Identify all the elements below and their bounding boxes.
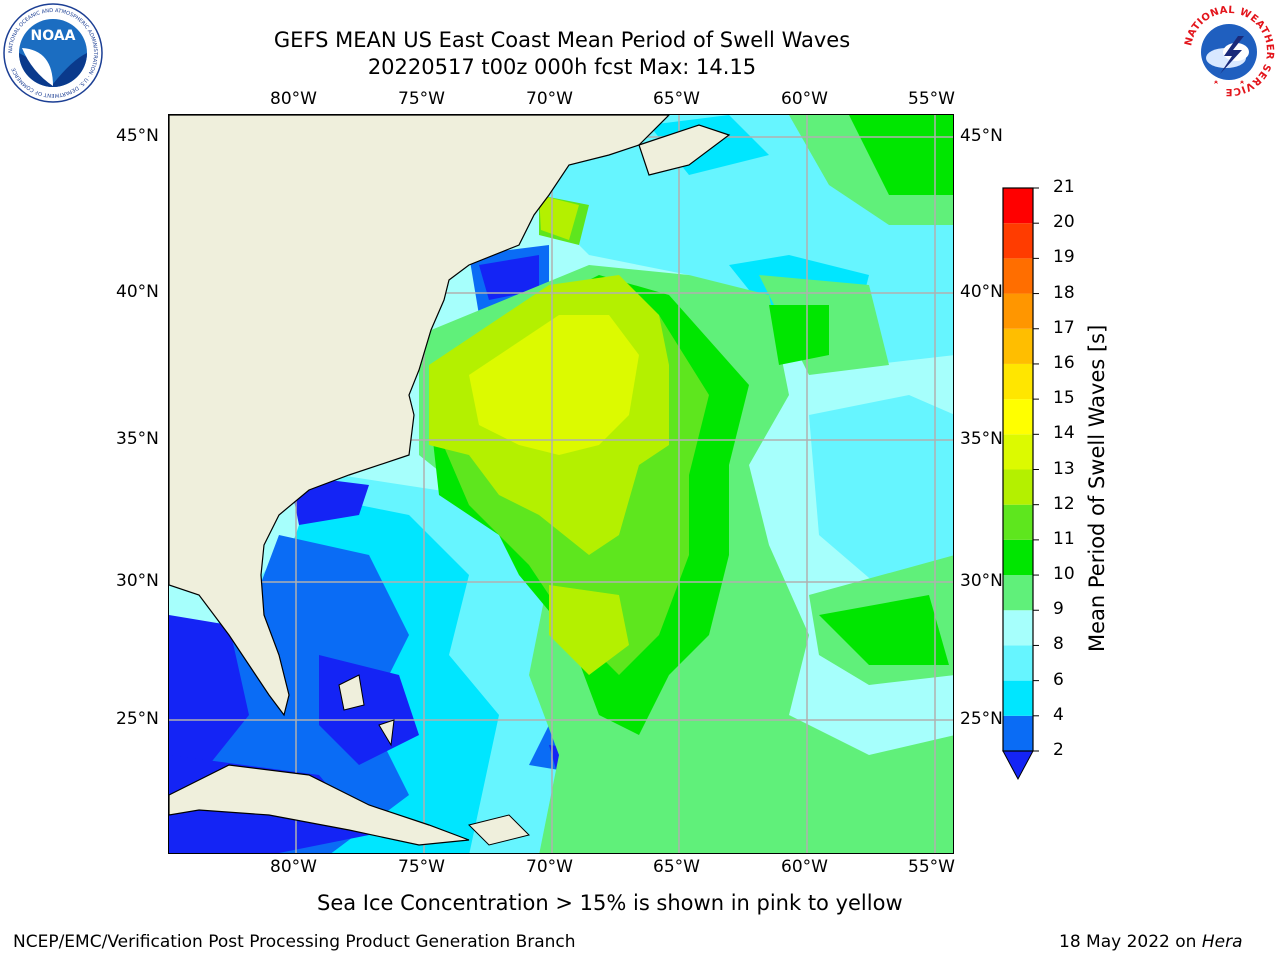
lat-label-left: 40°N — [116, 282, 159, 302]
land-nova-scotia — [638, 124, 731, 176]
colorbar-tick-label: 2 — [1053, 740, 1064, 760]
lat-label-left: 30°N — [116, 571, 159, 591]
colorbar-tick-label: 11 — [1053, 528, 1075, 549]
colorbar-band — [1003, 434, 1033, 470]
lon-label-top: 70°W — [526, 89, 573, 109]
sea-ice-caption: Sea Ice Concentration > 15% is shown in … — [317, 891, 903, 915]
colorbar-tick-label: 8 — [1053, 634, 1064, 655]
swell-band-10-11 — [769, 305, 829, 365]
chart-title: GEFS MEAN US East Coast Mean Period of S… — [273, 28, 851, 52]
lat-label-left: 45°N — [116, 126, 159, 146]
lat-label-left: 35°N — [116, 429, 159, 449]
lon-label-bottom: 60°W — [781, 857, 828, 877]
colorbar-tick-label: 14 — [1053, 423, 1075, 444]
lat-label-right: 35°N — [960, 429, 1003, 449]
lon-label-top: 80°W — [270, 89, 317, 109]
lon-label-top: 65°W — [653, 89, 700, 109]
lon-label-bottom: 70°W — [526, 857, 573, 877]
land-bahamas — [338, 674, 365, 711]
swell-band-13-14 — [469, 315, 639, 455]
colorbar-band — [1003, 293, 1033, 329]
colorbar-band — [1003, 645, 1033, 681]
nws-logo: NATIONAL WEATHER SERVICE — [1178, 0, 1280, 102]
colorbar-tick-label: 12 — [1053, 493, 1075, 514]
swell-band-12-13 — [539, 195, 579, 240]
lon-label-bottom: 80°W — [270, 857, 317, 877]
colorbar — [1002, 187, 1039, 783]
footer-host: Hera — [1201, 932, 1243, 952]
colorbar-tick-label: 18 — [1053, 282, 1075, 303]
lon-label-bottom: 55°W — [908, 857, 955, 877]
colorbar-band — [1003, 258, 1033, 294]
swell-band-under-2 — [479, 255, 539, 300]
swell-band-under-2 — [169, 615, 249, 775]
noaa-logo-text: NOAA — [31, 28, 76, 44]
colorbar-tick-label: 21 — [1053, 177, 1075, 197]
lon-label-top: 75°W — [398, 89, 445, 109]
lon-label-top: 60°W — [781, 89, 828, 109]
swell-band-12-13 — [549, 585, 629, 675]
colorbar-tick-label: 9 — [1053, 599, 1064, 620]
lon-label-bottom: 65°W — [653, 857, 700, 877]
colorbar-band — [1003, 188, 1033, 224]
footer-date: 18 May 2022 on Hera — [1059, 932, 1243, 952]
colorbar-band — [1003, 328, 1033, 364]
lat-label-left: 25°N — [116, 709, 159, 729]
lon-label-bottom: 75°W — [398, 857, 445, 877]
colorbar-tick-label: 19 — [1053, 247, 1075, 268]
colorbar-band — [1003, 223, 1033, 259]
land-north-america — [169, 115, 670, 717]
colorbar-tick-label: 15 — [1053, 388, 1075, 409]
colorbar-band — [1003, 539, 1033, 576]
colorbar-title: Mean Period of Swell Waves [s] — [1085, 324, 1109, 652]
colorbar-under-extension — [1002, 750, 1034, 781]
land-cuba — [169, 764, 470, 846]
colorbar-tick-label: 16 — [1053, 352, 1075, 373]
colorbar-band — [1003, 610, 1033, 646]
colorbar-band — [1003, 363, 1033, 400]
colorbar-tick-label: 6 — [1053, 669, 1064, 690]
chart-subtitle: 20220517 t00z 000h fcst Max: 14.15 — [367, 55, 757, 79]
colorbar-band — [1003, 399, 1033, 435]
swell-band-6-8 — [809, 395, 953, 595]
colorbar-tick-label: 17 — [1053, 317, 1075, 338]
colorbar-tick-label: 10 — [1053, 564, 1075, 585]
noaa-logo: NATIONAL OCEANIC AND ATMOSPHERIC ADMINIS… — [2, 2, 104, 104]
land-bahamas — [378, 719, 395, 747]
colorbar-band — [1003, 715, 1033, 751]
lat-label-right: 30°N — [960, 571, 1003, 591]
swell-period-map — [168, 114, 954, 854]
colorbar-tick-label: 20 — [1053, 212, 1075, 233]
colorbar-band — [1003, 680, 1033, 716]
swell-band-10-11 — [819, 595, 949, 665]
colorbar-tick-label: 4 — [1053, 704, 1064, 725]
footer-branch: NCEP/EMC/Verification Post Processing Pr… — [13, 932, 576, 952]
land-hispaniola — [468, 814, 530, 846]
lat-label-right: 25°N — [960, 709, 1003, 729]
lat-label-right: 40°N — [960, 282, 1003, 302]
colorbar-band — [1003, 469, 1033, 505]
lon-label-top: 55°W — [908, 89, 955, 109]
colorbar-tick-label: 13 — [1053, 458, 1075, 479]
colorbar-band — [1003, 504, 1033, 540]
footer-date-text: 18 May 2022 on — [1059, 932, 1197, 952]
colorbar-band — [1003, 575, 1033, 611]
lat-label-right: 45°N — [960, 126, 1003, 146]
swell-band-10-11 — [849, 115, 953, 195]
